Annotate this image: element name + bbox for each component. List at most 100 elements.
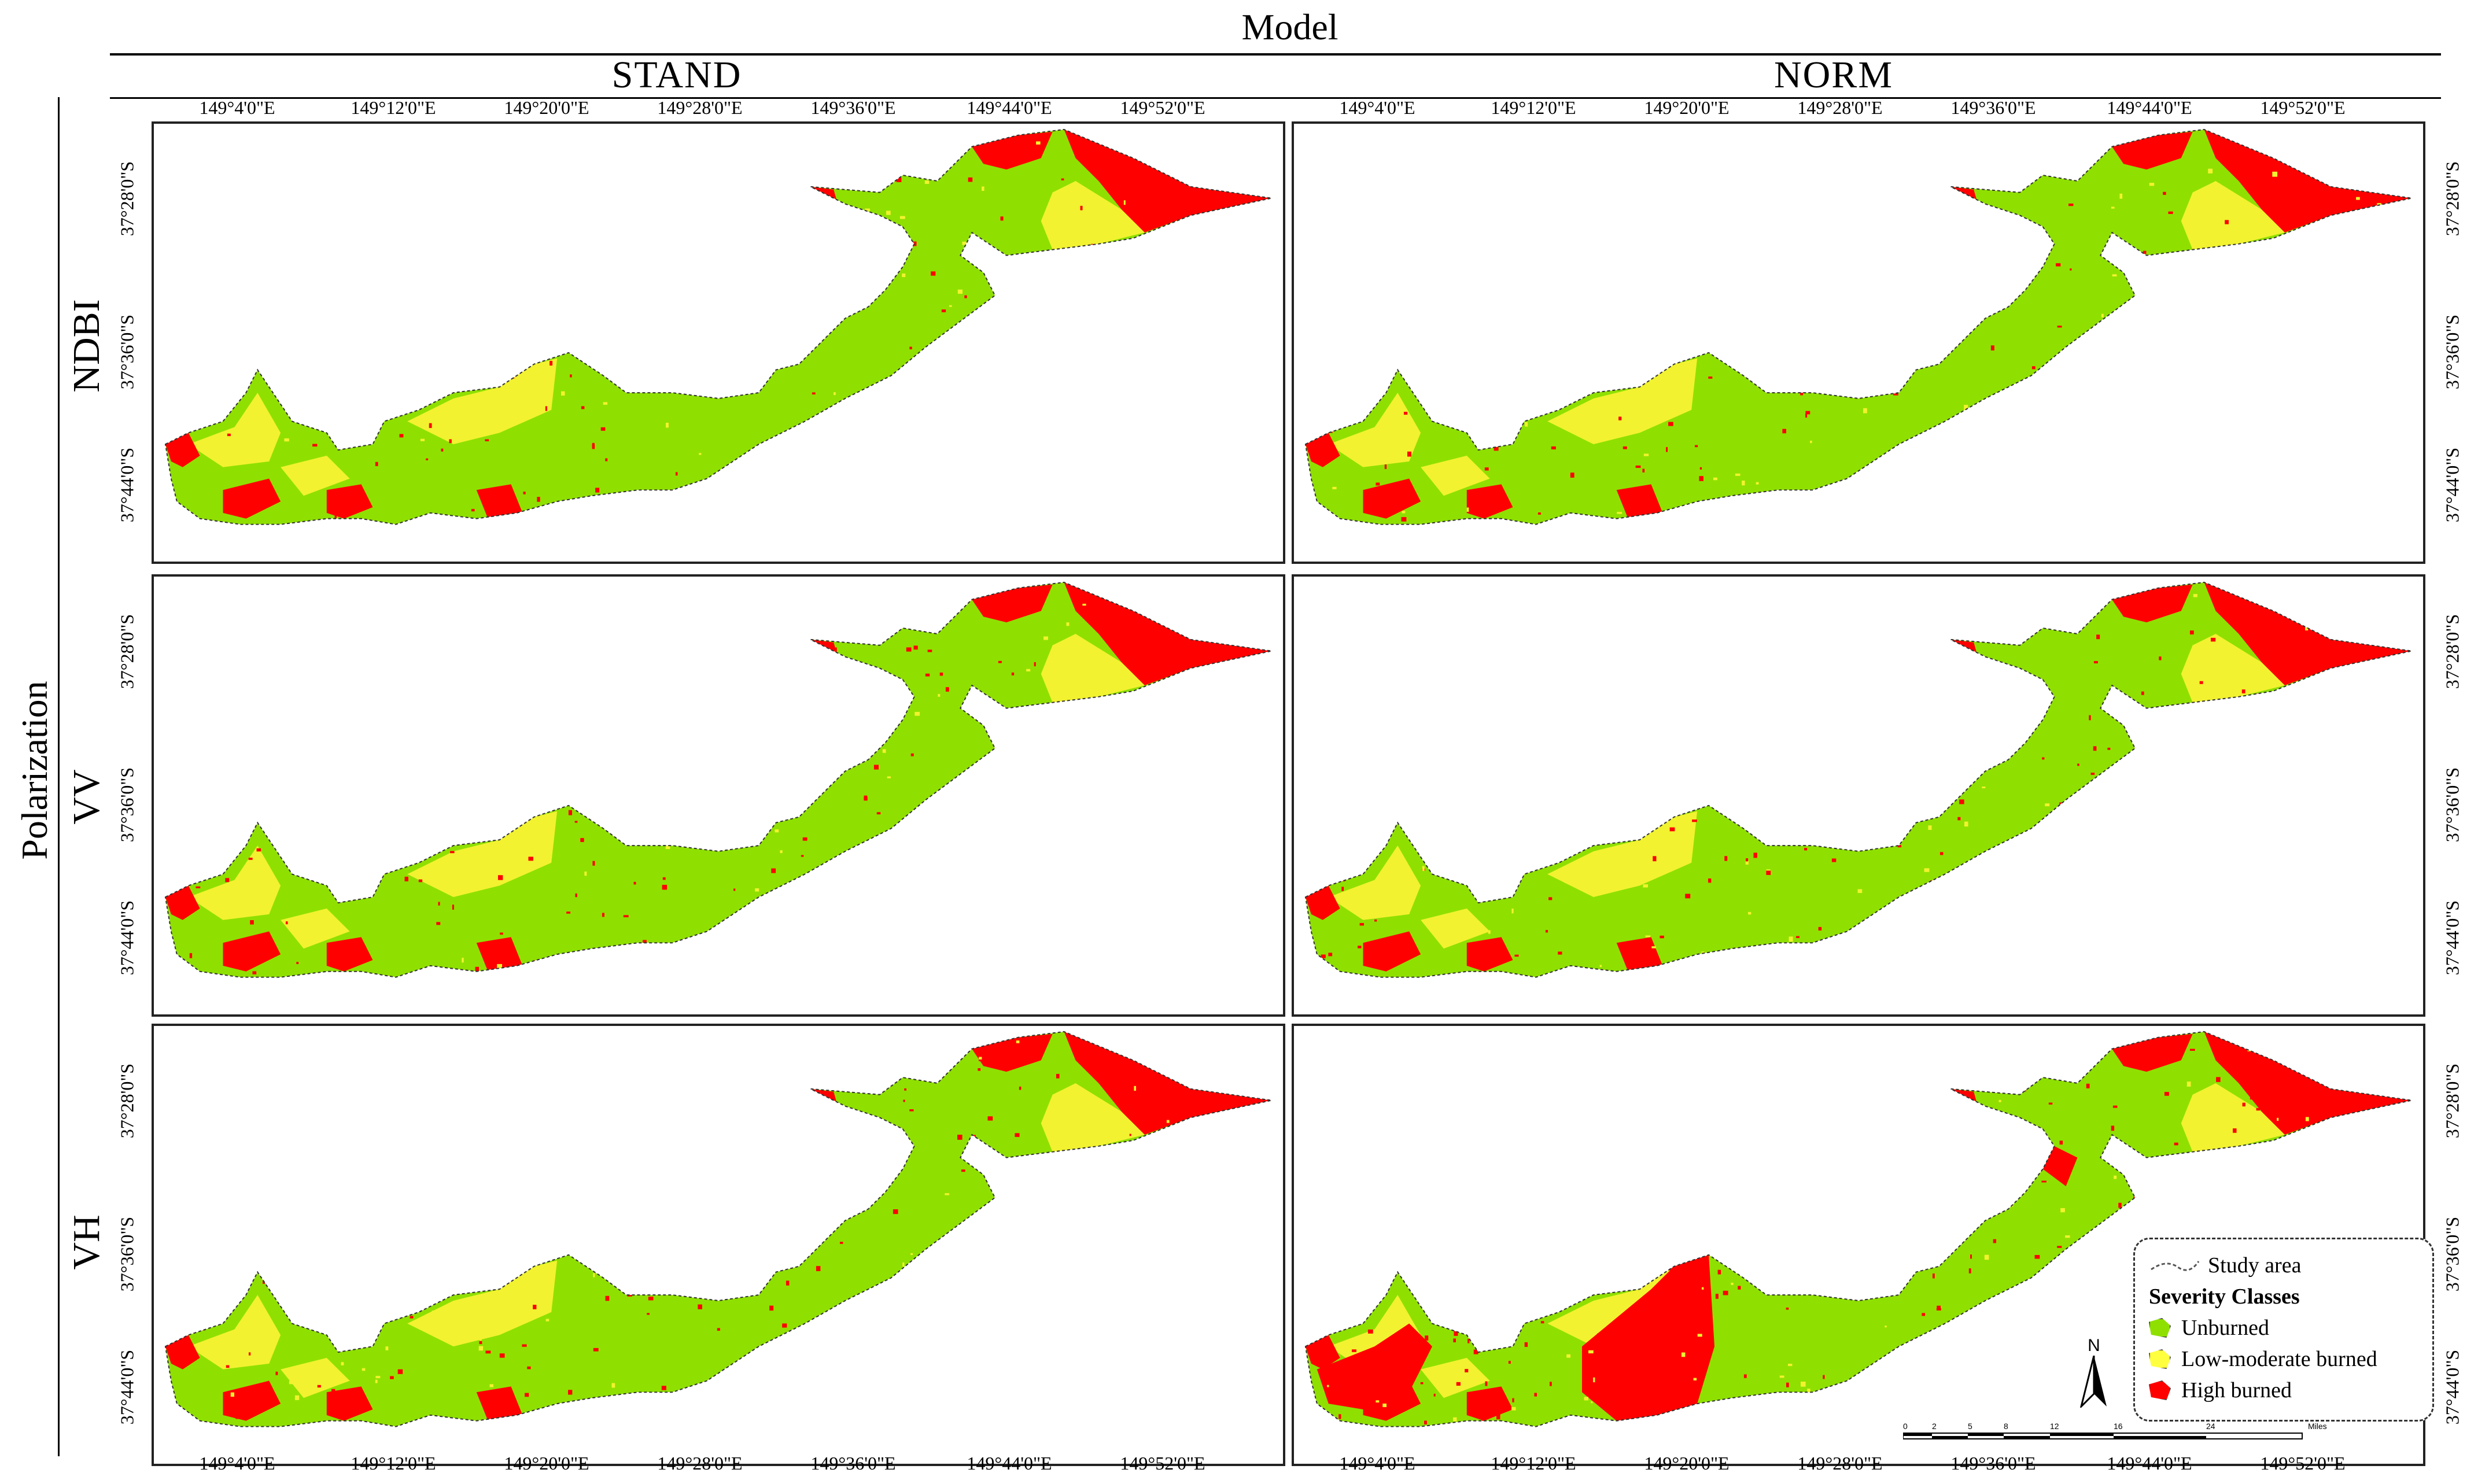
burn-speckle (1207, 1378, 1210, 1381)
burn-speckle (668, 1398, 672, 1403)
burn-speckle (2358, 675, 2361, 680)
burn-speckle (485, 439, 489, 441)
burn-speckle (1525, 833, 1531, 837)
burn-speckle (1803, 623, 1807, 626)
burn-speckle (1374, 919, 1377, 922)
burn-speckle (1557, 385, 1562, 390)
burn-speckle (1616, 286, 1618, 291)
burn-speckle (1699, 476, 1703, 481)
burn-speckle (1593, 1377, 1595, 1383)
burn-speckle (2272, 1164, 2277, 1168)
burn-speckle (250, 1094, 255, 1097)
burn-speckle (1234, 740, 1240, 744)
burn-speckle (2068, 935, 2074, 939)
burn-speckle (2118, 1053, 2122, 1057)
burn-speckle (1599, 965, 1602, 968)
burn-speckle (934, 889, 939, 894)
burn-speckle (1100, 1222, 1104, 1227)
burn-speckle (2132, 1047, 2137, 1051)
latitude-tick-right: 37°36'0"S (2442, 314, 2463, 390)
study-area-outline (164, 128, 1272, 525)
burn-speckle (502, 325, 506, 327)
burn-speckle (1546, 350, 1549, 355)
burn-speckle (2242, 1102, 2245, 1107)
burn-speckle (1907, 1241, 1909, 1246)
burn-speckle (1923, 1062, 1927, 1068)
burn-speckle (533, 1305, 537, 1309)
burn-speckle (1013, 802, 1018, 804)
burn-speckle (699, 453, 702, 455)
burn-speckle (2262, 435, 2265, 439)
burn-speckle (322, 182, 327, 186)
burn-speckle (862, 893, 865, 896)
burn-speckle (709, 605, 714, 608)
burn-speckle (724, 1252, 727, 1257)
burn-speckle (391, 631, 394, 635)
burn-speckle (896, 493, 898, 496)
burn-speckle (1515, 367, 1518, 372)
burn-speckle (1589, 270, 1592, 275)
burn-speckle (2022, 891, 2025, 896)
burn-speckle (1720, 667, 1724, 673)
burn-speckle (436, 922, 441, 925)
burn-speckle (1112, 321, 1118, 325)
burn-speckle (654, 164, 659, 168)
burn-speckle (196, 886, 201, 888)
burn-speckle (1566, 204, 1569, 208)
high-burned-swatch (2149, 1380, 2171, 1400)
burn-speckle (1812, 260, 1817, 263)
burn-speckle (2093, 746, 2097, 751)
burn-speckle (2376, 948, 2381, 954)
burn-speckle (1832, 505, 1838, 508)
burn-speckle (956, 1300, 959, 1305)
burn-speckle (1218, 1186, 1222, 1188)
burn-speckle (1955, 1342, 1957, 1345)
burn-speckle (233, 1207, 238, 1209)
burn-speckle (720, 381, 722, 386)
burn-speckle (881, 684, 884, 689)
burn-speckle (289, 311, 293, 314)
longitude-tick-top: 149°28'0"E (1797, 97, 1883, 118)
burn-speckle (957, 289, 963, 294)
burn-speckle (441, 448, 444, 452)
scale-tick: 12 (2050, 1422, 2059, 1431)
burn-speckle (561, 391, 565, 396)
burn-speckle (1690, 1417, 1694, 1422)
burn-speckle (919, 1315, 924, 1320)
burn-speckle (1937, 1305, 1941, 1311)
burn-speckle (1016, 512, 1020, 515)
burn-speckle (390, 1376, 394, 1379)
burn-speckle (558, 270, 563, 275)
burn-speckle (375, 1376, 381, 1379)
burn-speckle (854, 1164, 856, 1168)
burn-speckle (810, 673, 815, 678)
burn-speckle (400, 1183, 403, 1185)
burn-speckle (1771, 162, 1775, 166)
burn-speckle (278, 187, 281, 192)
burn-speckle (1699, 467, 1702, 470)
burn-speckle (289, 1380, 293, 1385)
burn-speckle (511, 1227, 516, 1231)
column-title-norm: NORM (1773, 54, 1894, 96)
burn-severity-map (164, 128, 1272, 525)
burn-speckle (410, 1316, 414, 1319)
burn-speckle (1440, 1162, 1444, 1167)
burn-speckle (436, 773, 440, 778)
high-burned-area (165, 433, 200, 467)
burn-speckle (1643, 453, 1649, 456)
burn-speckle (1957, 817, 1961, 821)
burn-speckle (2305, 626, 2309, 631)
burn-speckle (920, 807, 924, 811)
burn-speckle (1570, 472, 1574, 478)
burn-speckle (931, 271, 936, 276)
burn-speckle (1104, 340, 1108, 343)
burn-severity-map (1304, 1031, 2412, 1427)
burn-speckle (1746, 858, 1749, 862)
burn-speckle (205, 702, 211, 706)
burn-speckle (668, 972, 673, 977)
burn-speckle (1791, 1172, 1795, 1177)
burn-speckle (1513, 736, 1516, 739)
burn-speckle (1655, 1249, 1660, 1252)
burn-speckle (2182, 712, 2185, 718)
burn-speckle (1643, 884, 1648, 888)
